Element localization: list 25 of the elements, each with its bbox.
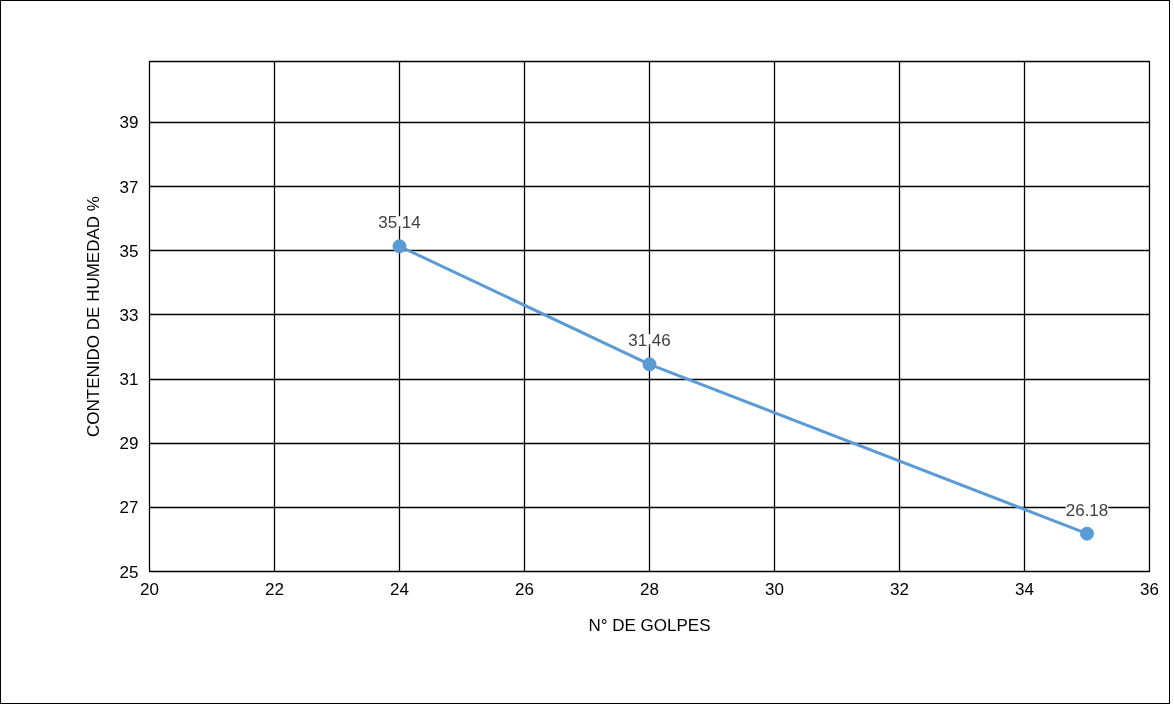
y-tick-label: 39 (119, 113, 139, 133)
x-tick-label: 28 (640, 579, 659, 599)
y-tick-label: 27 (119, 498, 139, 518)
y-tick-label: 37 (119, 177, 139, 197)
y-axis-title: CONTENIDO DE HUMEDAD % (83, 196, 103, 437)
x-tick-label: 36 (1140, 579, 1159, 599)
y-tick-label: 31 (119, 370, 139, 390)
x-tick-label: 34 (1015, 579, 1034, 599)
y-tick-label: 35 (119, 241, 139, 261)
y-tick-label: 25 (119, 562, 139, 582)
data-label: 35.14 (378, 213, 421, 233)
point (642, 357, 657, 372)
y-tick-label: 29 (119, 434, 139, 454)
x-tick-label: 22 (265, 579, 284, 599)
x-tick-label: 24 (390, 579, 409, 599)
x-tick-label: 20 (140, 579, 159, 599)
x-tick-label: 32 (890, 579, 909, 599)
x-tick-label: 26 (515, 579, 534, 599)
point (392, 239, 407, 254)
y-tick-label: 33 (119, 305, 139, 325)
point (1080, 526, 1094, 541)
data-label: 31.46 (628, 331, 671, 351)
data-label: 26.18 (1065, 500, 1109, 520)
x-tick-label: 30 (765, 579, 784, 599)
x-axis-title: N° DE GOLPES (588, 615, 711, 635)
